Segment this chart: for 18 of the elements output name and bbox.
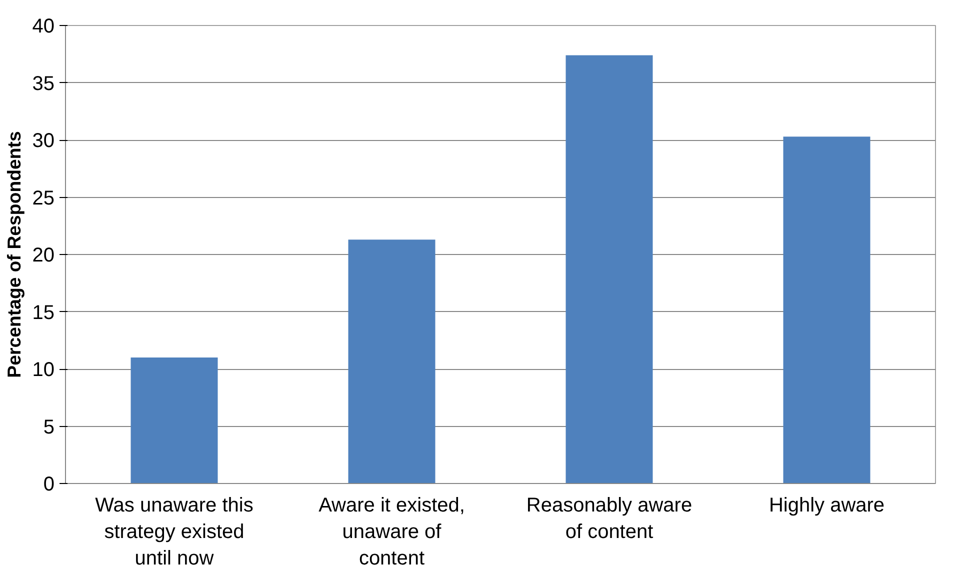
y-tick-label: 35 (32, 72, 55, 95)
x-tick-label: Was unaware this strategy existed until now (95, 494, 254, 570)
y-tick-label: 40 (32, 16, 55, 38)
y-tick-label: 30 (32, 130, 55, 152)
bar (130, 358, 218, 484)
x-tick-label: Reasonably aware of content (526, 494, 692, 543)
bar (348, 240, 436, 484)
bar (783, 136, 870, 484)
y-tick-label: 15 (32, 302, 55, 324)
x-tick-label: Highly aware (768, 494, 885, 516)
y-tick-label: 25 (32, 187, 55, 210)
y-axis-title: Percentage of Respondents (3, 131, 24, 378)
y-tick-label: 10 (32, 359, 55, 381)
bar (566, 55, 653, 484)
y-tick-label: 0 (43, 474, 54, 496)
y-tick-label: 20 (32, 244, 55, 266)
x-tick-label: Aware it existed, unaware of content (318, 494, 465, 570)
y-tick-label: 5 (43, 416, 54, 438)
